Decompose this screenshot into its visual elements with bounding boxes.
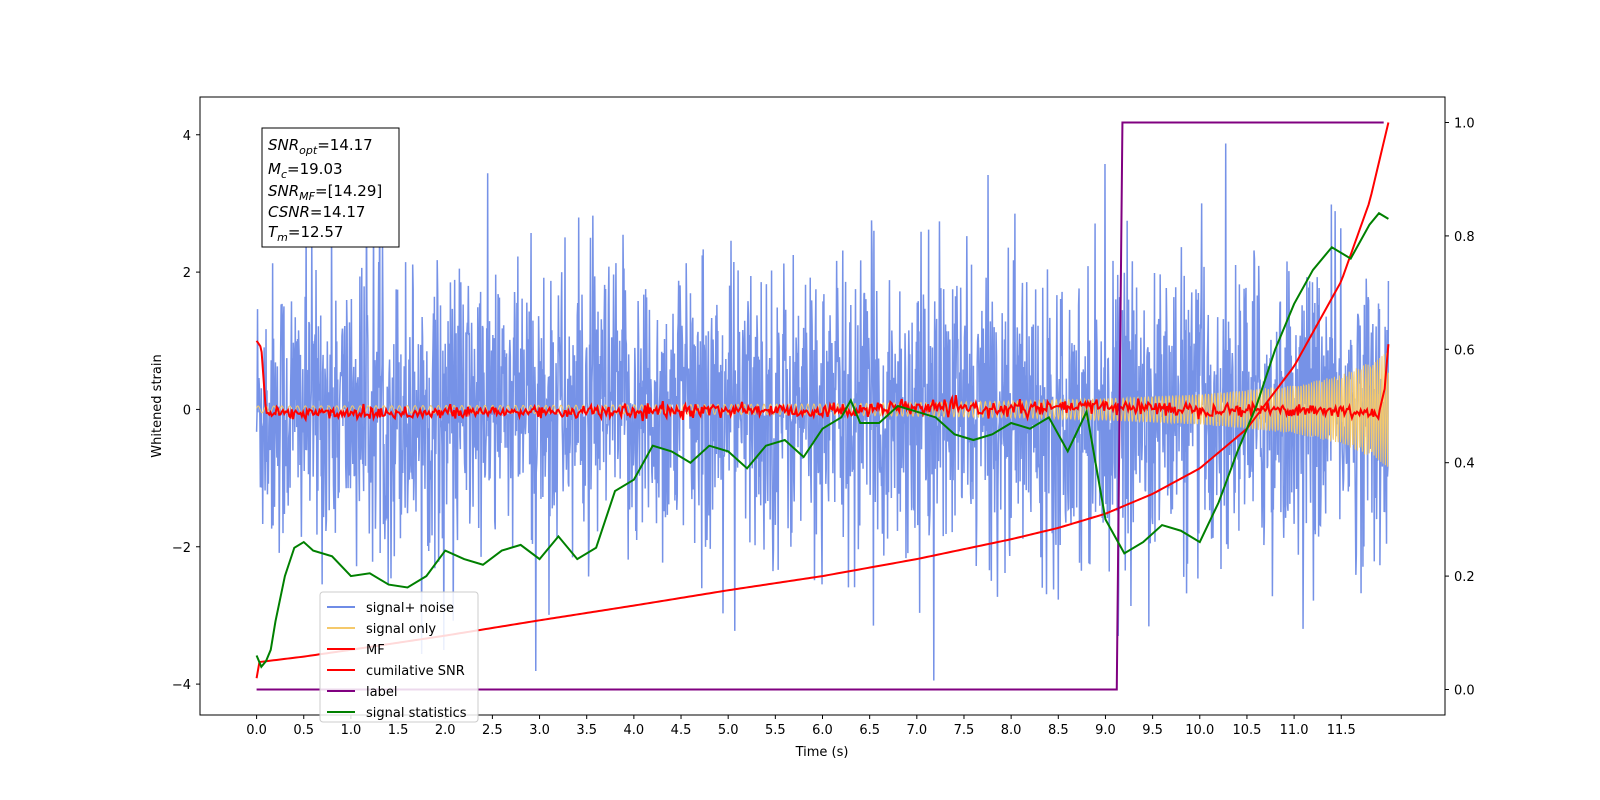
- legend: signal+ noise signal only MF cumilative SNR…: [319, 591, 479, 723]
- x-tick-label: 8.0: [1001, 723, 1022, 738]
- x-tick-label: 1.5: [388, 723, 409, 738]
- annotation-line-csnr: CSNR=14.17: [268, 203, 365, 221]
- x-tick-label: 7.0: [906, 723, 927, 738]
- x-tick-label: 6.0: [812, 723, 833, 738]
- x-tick-label: 0.5: [293, 723, 314, 738]
- series-signal-statistics: [255, 211, 1389, 669]
- y2-tick-label: 0.4: [1454, 457, 1475, 472]
- x-tick-label: 10.0: [1185, 723, 1214, 738]
- legend-label: cumilative SNR: [366, 664, 465, 679]
- legend-label: signal only: [366, 622, 436, 637]
- y2-tick-label: 0.8: [1454, 230, 1475, 245]
- x-tick-label: 0.0: [246, 723, 267, 738]
- legend-label: signal statistics: [366, 706, 467, 721]
- y2-tick-label: 0.0: [1454, 683, 1475, 698]
- y2-tick-label: 0.2: [1454, 570, 1475, 585]
- x-tick-label: 2.0: [435, 723, 456, 738]
- x-axis-label: Time (s): [795, 745, 849, 760]
- x-tick-label: 9.0: [1095, 723, 1116, 738]
- y-tick-label: −4: [172, 678, 191, 693]
- x-tick-label: 2.5: [482, 723, 503, 738]
- y2-tick-label: 0.6: [1454, 343, 1475, 358]
- x-tick-label: 8.5: [1048, 723, 1069, 738]
- series-label: [256, 121, 1384, 691]
- x-tick-label: 10.5: [1232, 723, 1261, 738]
- annotation-line-snr-mf: SNRMF=[14.29]: [268, 182, 382, 203]
- annotation-box: SNRopt=14.17 Mc=19.03 SNRMF=[14.29] CSNR…: [261, 127, 400, 248]
- x-tick-label: 3.5: [576, 723, 597, 738]
- annotation-line-mc: Mc=19.03: [268, 160, 343, 181]
- x-tick-label: 5.5: [765, 723, 786, 738]
- y-tick-label: 0: [183, 403, 191, 418]
- x-tick-label: 9.5: [1142, 723, 1163, 738]
- x-tick-label: 4.0: [624, 723, 645, 738]
- legend-label: MF: [366, 643, 385, 658]
- y-axis-label: Whitened strain: [150, 354, 165, 457]
- y-tick-label: −2: [172, 541, 191, 556]
- x-tick-label: 7.5: [954, 723, 975, 738]
- x-tick-label: 11.5: [1327, 723, 1356, 738]
- x-tick-label: 4.5: [671, 723, 692, 738]
- legend-label: signal+ noise: [366, 601, 454, 616]
- x-tick-label: 6.5: [859, 723, 880, 738]
- annotation-line-tm: Tm=12.57: [268, 223, 343, 244]
- x-tick-label: 3.0: [529, 723, 550, 738]
- y2-tick-label: 1.0: [1454, 117, 1475, 132]
- y-tick-label: 4: [183, 129, 191, 144]
- x-tick-label: 11.0: [1280, 723, 1309, 738]
- y-tick-label: 2: [183, 266, 191, 281]
- annotation-line-snr-opt: SNRopt=14.17: [268, 136, 373, 157]
- x-tick-label: 5.0: [718, 723, 739, 738]
- legend-label: label: [366, 685, 397, 700]
- series-signal-noise: [255, 134, 1390, 681]
- x-tick-label: 1.0: [341, 723, 362, 738]
- series-mf: [255, 340, 1390, 423]
